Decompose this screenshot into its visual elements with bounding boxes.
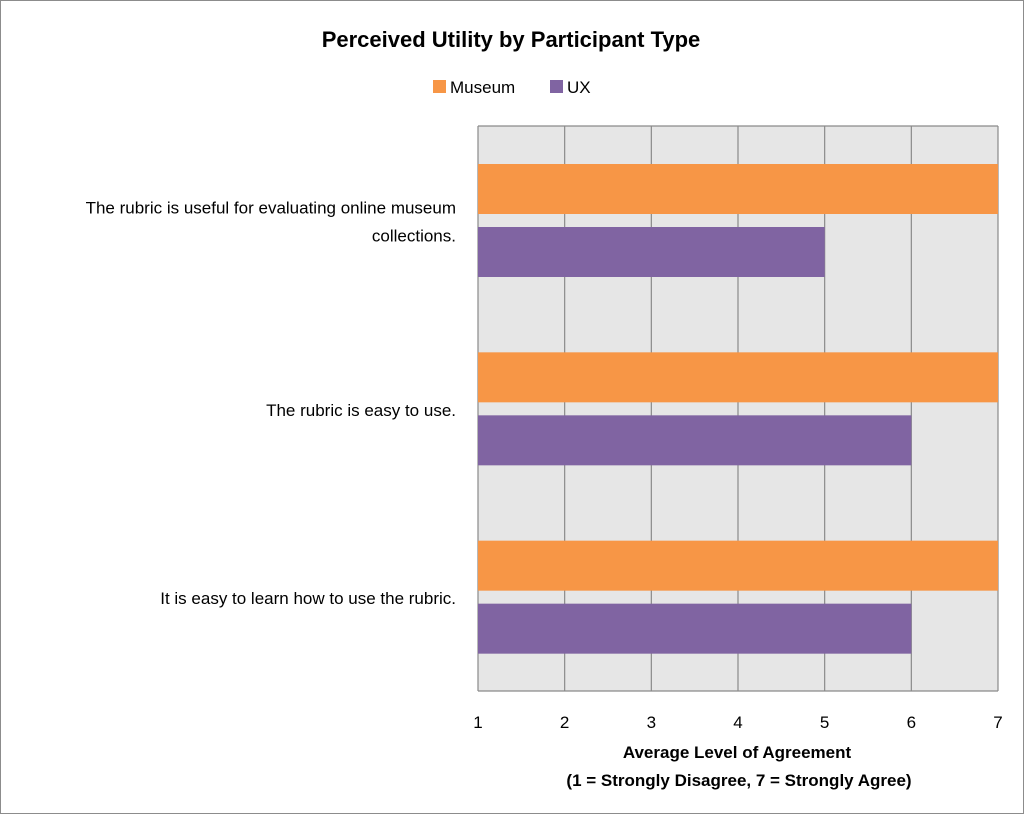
legend: Museum UX (433, 78, 591, 97)
bar-museum-1 (478, 164, 998, 214)
category-label-2: The rubric is easy to use. (266, 401, 456, 420)
x-tick-label-3: 3 (647, 713, 656, 732)
x-tick-label-6: 6 (907, 713, 916, 732)
x-tick-label-7: 7 (993, 713, 1002, 732)
category-label-3: It is easy to learn how to use the rubri… (160, 589, 456, 608)
x-tick-label-4: 4 (733, 713, 742, 732)
plot-area (477, 125, 999, 692)
bar-museum-2 (478, 352, 998, 403)
x-axis-label-subtitle: (1 = Strongly Disagree, 7 = Strongly Agr… (566, 771, 911, 790)
category-label-1: The rubric is useful for evaluating onli… (86, 199, 456, 246)
bar-ux-2 (478, 415, 912, 466)
legend-swatch-museum (433, 80, 446, 93)
chart-title: Perceived Utility by Participant Type (322, 27, 701, 52)
x-tick-label-2: 2 (560, 713, 569, 732)
legend-label-ux: UX (567, 78, 591, 97)
category-label-1-line-2: collections. (372, 227, 456, 246)
x-tick-label-1: 1 (473, 713, 482, 732)
category-label-1-line-1: The rubric is useful for evaluating onli… (86, 199, 456, 218)
legend-swatch-ux (550, 80, 563, 93)
bar-ux-1 (478, 227, 825, 277)
legend-label-museum: Museum (450, 78, 515, 97)
category-label-2-line-1: The rubric is easy to use. (266, 401, 456, 420)
bar-ux-3 (478, 603, 912, 654)
bars (478, 164, 998, 654)
bar-museum-3 (478, 540, 998, 591)
category-labels: The rubric is useful for evaluating onli… (86, 199, 456, 609)
x-tick-label-5: 5 (820, 713, 829, 732)
x-tick-labels: 1 2 3 4 5 6 7 (473, 713, 1002, 732)
x-axis-label: Average Level of Agreement (623, 743, 852, 762)
category-label-3-line-1: It is easy to learn how to use the rubri… (160, 589, 456, 608)
